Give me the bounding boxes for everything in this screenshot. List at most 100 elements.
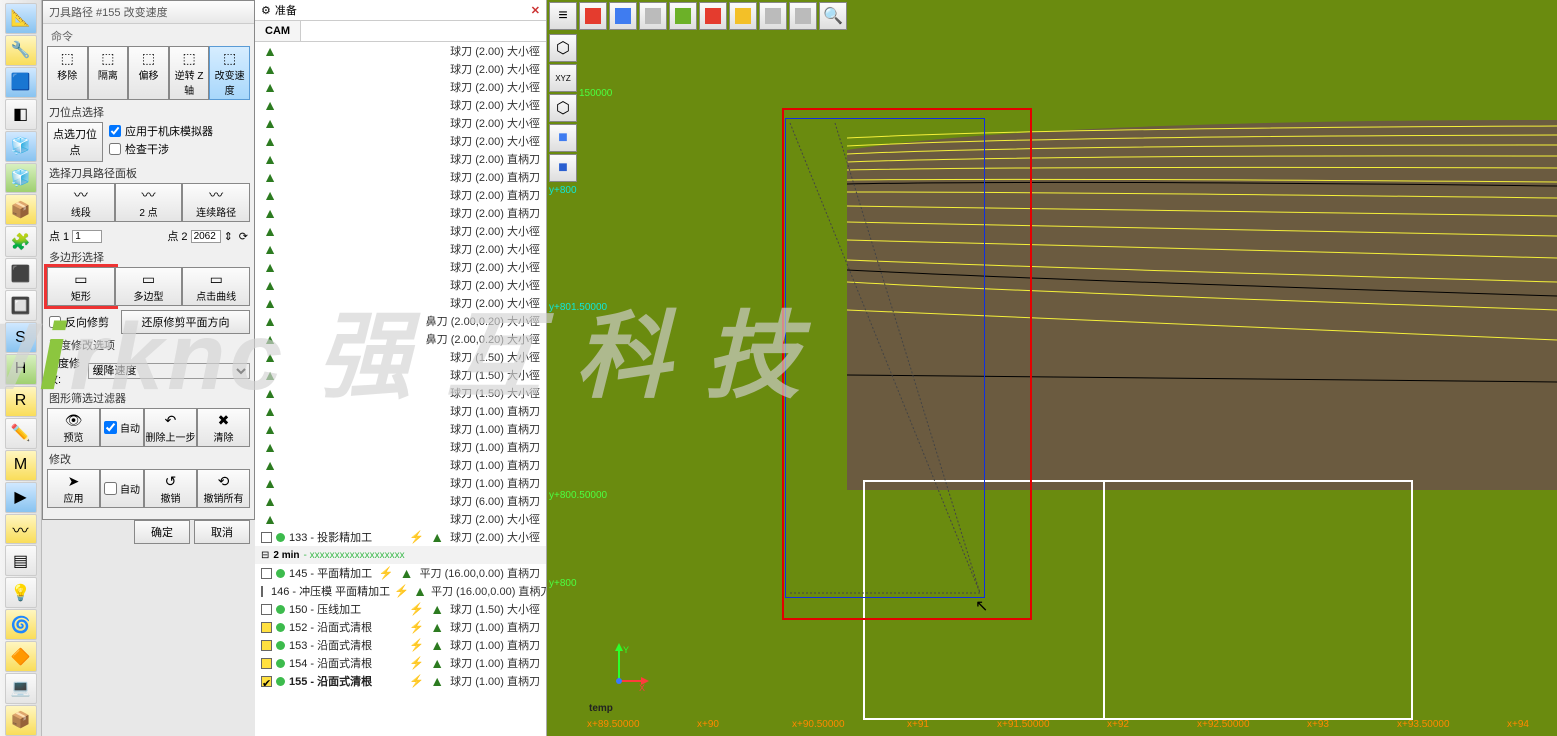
revoke-button[interactable]: ↺撤销	[144, 469, 197, 508]
table-row[interactable]: ▲球刀 (1.00) 直柄刀	[255, 438, 546, 456]
table-row[interactable]: ▲球刀 (1.00) 直柄刀	[255, 474, 546, 492]
table-row[interactable]: ▲球刀 (2.00) 大小徑	[255, 114, 546, 132]
table-row[interactable]: ▲球刀 (2.00) 大小徑	[255, 60, 546, 78]
view-iso2-icon[interactable]	[729, 2, 757, 30]
cancel-button[interactable]: 取消	[194, 520, 250, 544]
table-row[interactable]: ▲球刀 (1.00) 直柄刀	[255, 420, 546, 438]
preview-button[interactable]: 👁预览	[47, 408, 100, 447]
axis-icon[interactable]: XYZ	[549, 64, 577, 92]
3d-viewport[interactable]: ≡🔍 ⬡XYZ⬡■■ ↖	[547, 0, 1557, 736]
table-row[interactable]: 150 - 压线加工⚡▲球刀 (1.50) 大小徑	[255, 600, 546, 618]
tool-icon-4[interactable]: ◧	[5, 99, 37, 130]
table-row[interactable]: 153 - 沿面式清根⚡▲球刀 (1.00) 直柄刀	[255, 636, 546, 654]
pick-point-button[interactable]: 点选刀位点	[47, 122, 103, 162]
table-row[interactable]: ▲球刀 (2.00) 大小徑	[255, 222, 546, 240]
view-front-icon[interactable]	[579, 2, 607, 30]
table-row[interactable]: ▲球刀 (2.00) 大小徑	[255, 78, 546, 96]
table-row[interactable]: ▲球刀 (2.00) 大小徑	[255, 132, 546, 150]
tool-icon-parts[interactable]: 🔶	[5, 641, 37, 672]
cmd-button-2[interactable]: ⬚偏移	[128, 46, 169, 100]
tool-icon-box[interactable]: 📦	[5, 705, 37, 736]
collapse-icon[interactable]: ⊟	[261, 550, 269, 561]
checkbox[interactable]: ✔	[261, 676, 272, 687]
panel-button-0[interactable]: 〰线段	[47, 183, 115, 222]
group-row[interactable]: ⊟ 2 min - xxxxxxxxxxxxxxxxxxx	[255, 546, 546, 564]
tool-icon-5[interactable]: 🧊	[5, 131, 37, 162]
refresh-icon[interactable]: ⟳	[239, 230, 248, 243]
table-row[interactable]: ▲球刀 (2.00) 大小徑	[255, 42, 546, 60]
ok-button[interactable]: 确定	[134, 520, 190, 544]
view-top-icon[interactable]	[669, 2, 697, 30]
cam-tab[interactable]: CAM	[255, 21, 301, 41]
revoke-all-button[interactable]: ⟲撤销所有	[197, 469, 250, 508]
table-row[interactable]: 145 - 平面精加工⚡▲平刀 (16.00,0.00) 直柄刀	[255, 564, 546, 582]
table-row-active[interactable]: ✔155 - 沿面式清根⚡▲球刀 (1.00) 直柄刀	[255, 672, 546, 690]
restore-trim-plane-button[interactable]: 还原修剪平面方向	[121, 310, 250, 334]
table-row[interactable]: ▲球刀 (2.00) 直柄刀	[255, 150, 546, 168]
checkbox[interactable]	[261, 586, 263, 597]
auto-apply-checkbox[interactable]	[104, 482, 117, 495]
panel-button-2[interactable]: 〰连续路径	[182, 183, 250, 222]
table-row[interactable]: 133 - 投影精加工⚡▲球刀 (2.00) 大小徑	[255, 528, 546, 546]
table-row[interactable]: ▲球刀 (1.00) 直柄刀	[255, 456, 546, 474]
tool-icon-9[interactable]: ⬛	[5, 258, 37, 289]
table-row[interactable]: ▲球刀 (2.00) 大小徑	[255, 240, 546, 258]
tool-icon-7[interactable]: 📦	[5, 194, 37, 225]
tool-icon-layers[interactable]: ▤	[5, 545, 37, 576]
tool-icon-curve[interactable]: 🌀	[5, 609, 37, 640]
view-iso1-icon[interactable]	[699, 2, 727, 30]
apply-simulator-checkbox[interactable]	[109, 125, 121, 137]
tool-icon-3[interactable]: 🟦	[5, 67, 37, 98]
table-row[interactable]: ▲球刀 (2.00) 大小徑	[255, 294, 546, 312]
cmd-button-0[interactable]: ⬚移除	[47, 46, 88, 100]
lens-icon[interactable]: ⬡	[549, 34, 577, 62]
table-row[interactable]: 152 - 沿面式清根⚡▲球刀 (1.00) 直柄刀	[255, 618, 546, 636]
auto-preview-checkbox[interactable]	[104, 421, 117, 434]
checkbox[interactable]	[261, 622, 272, 633]
stepper-icon[interactable]: ⇕	[224, 230, 233, 243]
tool-icon-bulb[interactable]: 💡	[5, 577, 37, 608]
tool-icon-r[interactable]: R	[5, 386, 37, 417]
table-row[interactable]: 146 - 冲压模 平面精加工⚡▲平刀 (16.00,0.00) 直柄刀	[255, 582, 546, 600]
solid-blue-icon[interactable]: ■	[549, 124, 577, 152]
checkbox[interactable]	[261, 532, 272, 543]
pt1-input[interactable]	[72, 230, 102, 243]
table-row[interactable]: ▲球刀 (2.00) 大小徑	[255, 510, 546, 528]
delete-last-step-button[interactable]: ↶删除上一步	[144, 408, 197, 447]
wireframe-icon[interactable]	[759, 2, 787, 30]
poly-button-2[interactable]: ▭点击曲线	[182, 267, 250, 306]
apply-button[interactable]: ➤应用	[47, 469, 100, 508]
checkbox[interactable]	[261, 604, 272, 615]
poly-button-0[interactable]: ▭矩形	[47, 267, 115, 306]
table-row[interactable]: ▲球刀 (2.00) 大小徑	[255, 276, 546, 294]
tree-list[interactable]: ▲球刀 (2.00) 大小徑▲球刀 (2.00) 大小徑▲球刀 (2.00) 大…	[255, 42, 546, 736]
poly-button-1[interactable]: ▭多边型	[115, 267, 183, 306]
table-row[interactable]: ▲球刀 (6.00) 直柄刀	[255, 492, 546, 510]
tool-icon-h[interactable]: H	[5, 354, 37, 385]
table-row[interactable]: ▲球刀 (1.50) 大小徑	[255, 384, 546, 402]
tool-icon-m[interactable]: M	[5, 450, 37, 481]
pt2-input[interactable]	[191, 230, 221, 243]
check-interference-checkbox[interactable]	[109, 143, 121, 155]
cmd-button-3[interactable]: ⬚逆转 Z 轴	[169, 46, 210, 100]
view-left-icon[interactable]	[639, 2, 667, 30]
checkbox[interactable]	[261, 568, 272, 579]
view-back-icon[interactable]	[609, 2, 637, 30]
menu-icon[interactable]: ≡	[549, 2, 577, 30]
shade-icon[interactable]	[789, 2, 817, 30]
panel-button-1[interactable]: 〰2 点	[115, 183, 183, 222]
table-row[interactable]: ▲球刀 (1.50) 大小徑	[255, 366, 546, 384]
table-row[interactable]: 154 - 沿面式清根⚡▲球刀 (1.00) 直柄刀	[255, 654, 546, 672]
clear-button[interactable]: ✖清除	[197, 408, 250, 447]
tool-icon-pen[interactable]: ✏️	[5, 418, 37, 449]
tool-icon-pc[interactable]: 💻	[5, 673, 37, 704]
checkbox[interactable]	[261, 640, 272, 651]
table-row[interactable]: ▲球刀 (2.00) 大小徑	[255, 96, 546, 114]
checkbox[interactable]	[261, 658, 272, 669]
table-row[interactable]: ▲球刀 (2.00) 大小徑	[255, 258, 546, 276]
cmd-button-1[interactable]: ⬚隔离	[88, 46, 129, 100]
origin-icon[interactable]: ⬡	[549, 94, 577, 122]
table-row[interactable]: ▲球刀 (1.00) 直柄刀	[255, 402, 546, 420]
tool-icon-1[interactable]: 📐	[5, 3, 37, 34]
table-row[interactable]: ▲球刀 (2.00) 直柄刀	[255, 186, 546, 204]
